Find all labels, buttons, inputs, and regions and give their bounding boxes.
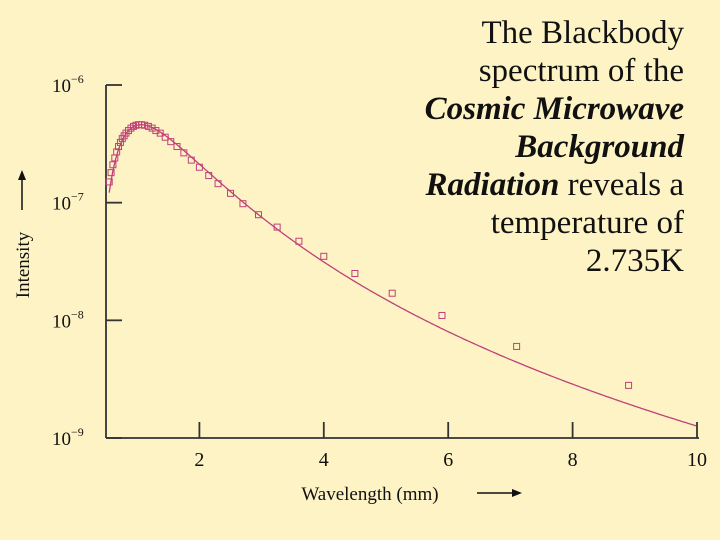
data-point — [161, 133, 169, 141]
y-tick-base: 10 — [52, 311, 71, 332]
data-point — [254, 211, 262, 219]
chart-axes — [105, 84, 699, 439]
y-tick-exponent: −7 — [71, 190, 84, 204]
caption-emphasis: Cosmic Microwave — [424, 91, 684, 127]
data-point — [113, 148, 121, 156]
y-tick-exponent: −6 — [71, 72, 84, 86]
y-tick-base: 10 — [52, 76, 71, 97]
x-axis-arrowhead — [512, 489, 522, 497]
data-markers — [105, 121, 633, 389]
data-point — [438, 311, 446, 319]
data-point — [116, 138, 124, 146]
caption-line: Radiation reveals a — [324, 166, 684, 204]
x-tick-label: 6 — [443, 449, 453, 471]
caption-line: temperature of — [490, 205, 684, 241]
data-point — [195, 163, 203, 171]
data-point — [167, 138, 175, 146]
y-tick-base: 10 — [52, 194, 71, 215]
data-point — [115, 143, 123, 151]
x-tick-label: 10 — [687, 449, 707, 471]
caption-line: spectrum of the — [478, 53, 684, 89]
data-point — [351, 270, 359, 278]
data-point — [173, 143, 181, 151]
data-point — [129, 122, 137, 130]
caption-emphasis: Radiation — [425, 167, 560, 203]
data-point — [187, 156, 195, 164]
data-point — [295, 237, 303, 245]
y-tick-label: 10−8 — [52, 307, 84, 332]
x-tick-label: 2 — [194, 449, 204, 471]
slide-caption: The Blackbody spectrum of the Cosmic Mic… — [324, 14, 684, 280]
caption-emphasis: Background — [515, 129, 684, 165]
data-point — [105, 178, 113, 186]
y-tick-label: 10−6 — [52, 72, 84, 97]
data-point — [214, 180, 222, 188]
x-tick-label: 8 — [568, 449, 578, 471]
data-point — [388, 289, 396, 297]
y-tick-exponent: −9 — [71, 425, 84, 439]
fit-curve — [108, 124, 697, 427]
x-tick-label: 4 — [319, 449, 329, 471]
data-point — [320, 252, 328, 260]
caption-text: reveals a — [559, 167, 684, 203]
y-tick-base: 10 — [52, 429, 71, 450]
data-point — [180, 149, 188, 157]
y-tick-exponent: −8 — [71, 307, 84, 321]
y-axis-title: Intensity — [13, 231, 34, 298]
data-point — [141, 121, 149, 129]
data-point — [124, 127, 132, 135]
data-point — [144, 122, 152, 130]
data-point — [156, 129, 164, 137]
data-point — [227, 189, 234, 197]
data-point — [513, 342, 521, 350]
x-axis-title: Wavelength (mm) — [301, 484, 438, 505]
caption-temperature: 2.735K — [585, 243, 684, 279]
data-point — [109, 161, 117, 169]
caption-line: The Blackbody — [481, 15, 684, 51]
data-point — [239, 200, 247, 208]
data-point — [625, 381, 633, 389]
y-tick-label: 10−7 — [52, 190, 84, 215]
y-axis-arrowhead — [18, 170, 26, 180]
y-tick-label: 10−9 — [52, 425, 84, 450]
data-point — [205, 172, 213, 180]
data-point — [107, 169, 115, 177]
data-point — [148, 124, 156, 132]
data-point — [273, 223, 281, 231]
